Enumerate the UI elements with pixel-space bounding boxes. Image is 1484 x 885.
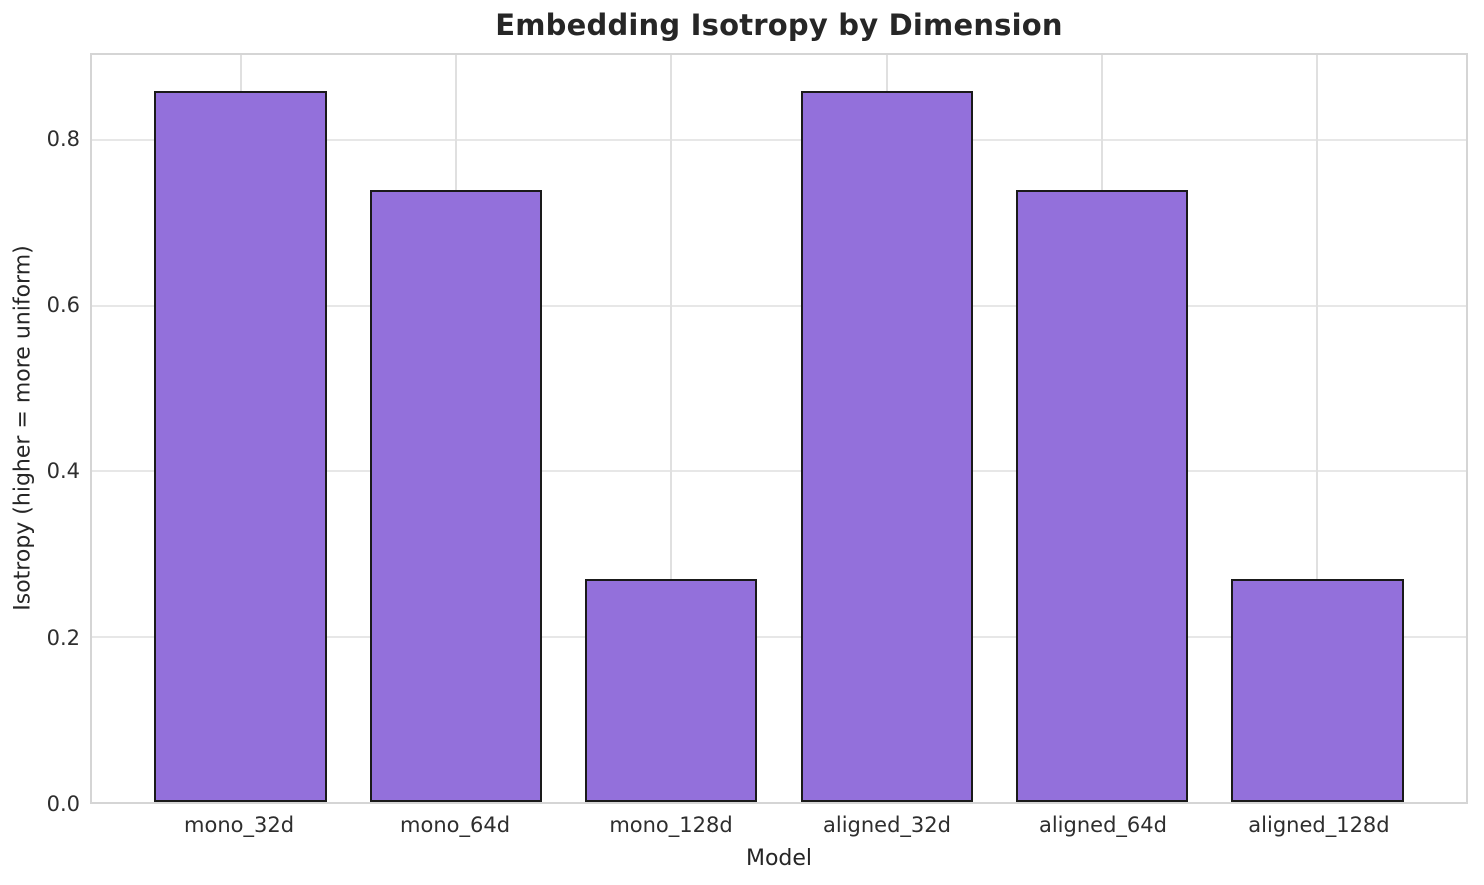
x-tick-label: mono_128d [609,813,733,837]
h-gridline [92,304,1466,307]
v-gridline [670,55,673,802]
plot-area [90,53,1468,804]
x-tick-label: aligned_64d [1038,813,1167,837]
chart-title: Embedding Isotropy by Dimension [495,8,1063,42]
y-tick-label: 0.8 [46,126,80,151]
y-tick-label: 0.6 [46,292,80,317]
bar-mono_128d [585,578,758,802]
y-axis-ticks: 0.0 0.2 0.4 0.6 0.8 [0,53,80,816]
bar-aligned_128d [1231,578,1404,802]
y-tick-label: 0.4 [46,459,80,484]
bar-mono_32d [154,90,327,802]
bar-mono_64d [369,189,543,802]
x-tick-label: aligned_32d [822,813,951,837]
v-gridline [1316,55,1319,802]
bar-aligned_64d [1015,189,1189,802]
h-gridline [92,635,1466,638]
x-tick-label: aligned_128d [1248,813,1390,837]
h-gridline [92,470,1466,473]
h-gridline [92,139,1466,142]
y-tick-label: 0.2 [46,625,80,650]
x-tick-label: mono_32d [184,813,295,837]
y-tick-label: 0.0 [46,792,80,816]
bar-aligned_32d [800,90,973,802]
x-tick-label: mono_64d [400,813,511,837]
x-axis-ticks: mono_32d mono_64d mono_128d aligned_32d alig… [90,813,1468,843]
x-axis-label: Model [745,846,813,871]
